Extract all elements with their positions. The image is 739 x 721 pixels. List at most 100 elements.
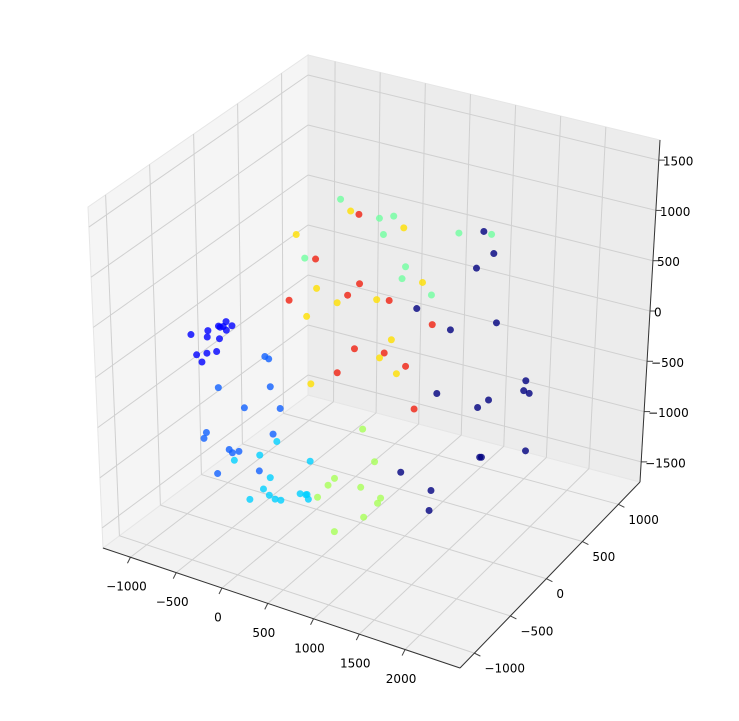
point	[277, 496, 285, 504]
point	[380, 349, 388, 357]
point	[330, 528, 338, 536]
point	[472, 264, 480, 272]
point	[285, 296, 293, 304]
point	[488, 230, 496, 238]
grid-line	[307, 274, 648, 362]
z-tick-label: 1500	[663, 155, 694, 169]
point	[390, 212, 398, 220]
point	[397, 468, 405, 476]
tick-mark	[474, 652, 481, 657]
point	[477, 453, 485, 461]
x-tick-label: −500	[156, 595, 189, 609]
point	[203, 333, 211, 341]
point	[425, 506, 433, 514]
point	[446, 326, 454, 334]
grid-line	[221, 423, 419, 589]
point	[222, 326, 230, 334]
point	[314, 493, 322, 501]
point	[222, 318, 230, 326]
point	[228, 449, 236, 457]
y-tick-label: 1000	[628, 513, 659, 527]
point	[313, 284, 321, 292]
point	[333, 369, 341, 377]
grid-line	[242, 443, 583, 543]
point	[266, 474, 274, 482]
tick-mark	[618, 503, 625, 508]
point	[485, 396, 493, 404]
point	[373, 296, 381, 304]
grid-line	[307, 374, 642, 463]
grid-line	[160, 504, 511, 617]
point	[235, 447, 243, 455]
point	[265, 491, 273, 499]
x-tick-label: 500	[252, 626, 275, 640]
point	[214, 384, 222, 392]
point	[400, 224, 408, 232]
point	[377, 494, 385, 502]
tick-mark	[172, 572, 177, 579]
point	[357, 483, 365, 491]
point	[312, 255, 320, 263]
point	[240, 404, 248, 412]
tick-mark	[355, 633, 360, 641]
point	[398, 275, 406, 283]
point	[480, 227, 488, 235]
grid-line	[307, 124, 657, 211]
point	[374, 499, 382, 507]
grid-line	[307, 174, 654, 262]
point	[520, 387, 528, 395]
point	[344, 291, 352, 299]
point	[418, 278, 426, 286]
point	[410, 405, 418, 413]
point	[216, 335, 224, 343]
tick-mark	[218, 587, 223, 595]
point	[402, 362, 410, 370]
point	[333, 299, 341, 307]
point	[255, 467, 263, 475]
z-tick-label: 1000	[660, 205, 691, 219]
point	[324, 481, 332, 489]
x-tick-label: 0	[214, 611, 222, 625]
grid-line	[101, 374, 309, 529]
point	[303, 312, 311, 320]
point	[371, 458, 379, 466]
y-tick-label: −500	[520, 624, 553, 638]
x-axis-line	[102, 547, 461, 669]
point	[292, 231, 300, 239]
y-axis-line	[459, 481, 641, 669]
point	[269, 430, 277, 438]
point	[256, 451, 264, 459]
y-tick-label: 0	[556, 587, 564, 601]
point	[301, 254, 309, 262]
point	[266, 383, 274, 391]
point	[202, 429, 210, 437]
point	[356, 280, 364, 288]
point	[230, 456, 238, 464]
point	[228, 322, 236, 330]
grid-line	[97, 274, 309, 429]
point	[246, 495, 254, 503]
point	[331, 474, 339, 482]
point	[350, 345, 358, 353]
y-tick-label: −1000	[484, 662, 525, 676]
point	[273, 437, 281, 445]
grid-line	[307, 324, 645, 413]
point	[304, 495, 312, 503]
point	[521, 447, 529, 455]
point	[204, 327, 212, 335]
point	[433, 390, 441, 398]
point	[359, 425, 367, 433]
x-tick-label: 1500	[340, 657, 371, 671]
grid-line	[175, 412, 377, 574]
point	[214, 470, 222, 478]
grid-line	[283, 412, 619, 505]
point	[259, 485, 267, 493]
grid-line	[130, 401, 334, 558]
point	[427, 291, 435, 299]
grid-line	[119, 535, 475, 654]
grid-line	[88, 74, 309, 228]
grid-line	[201, 474, 547, 580]
grid-line	[313, 445, 505, 620]
grid-line	[90, 124, 309, 278]
